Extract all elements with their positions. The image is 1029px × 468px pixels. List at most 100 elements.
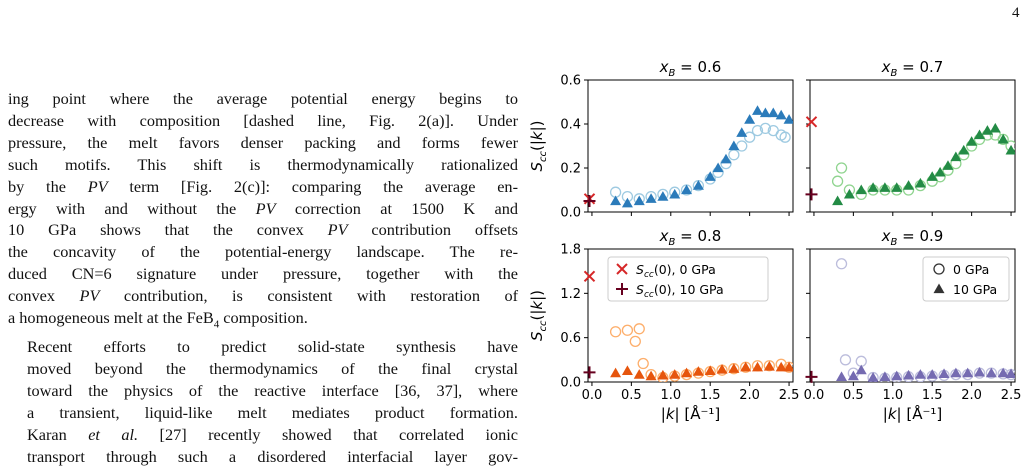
point-10gpa [621,197,633,208]
point-10gpa [657,369,669,380]
x-tick-label: 0.0 [804,388,825,403]
point-10gpa [633,195,645,206]
point-10gpa [997,367,1009,378]
x-tick-label: 2.5 [779,388,800,403]
y-axis-label: Scc(|k|) [528,290,549,341]
point-10gpa [610,195,622,206]
text-line: convex PV contribution, is consistent wi… [8,286,519,306]
point-0gpa [609,326,622,338]
legend-triangle-icon [933,283,945,294]
x-tick-label: 2.5 [1001,388,1022,403]
point-0gpa [637,357,649,370]
point-10gpa [855,184,867,195]
legend-box [607,256,769,302]
legend-entry: 10 GPa [953,282,997,297]
point-10gpa [1005,144,1015,155]
point-0gpa [621,324,634,336]
point-10gpa [645,193,657,203]
point-0gpa [743,131,756,143]
y-tick-label: 0.6 [560,74,581,89]
y-tick-label: 0.0 [560,206,581,221]
point-10gpa [728,363,740,373]
point-10gpa [752,105,764,115]
point-0gpa [633,323,645,335]
data-points [835,258,1015,382]
text-line: Recent efforts to predict solid-state sy… [27,337,518,357]
point-10gpa [681,367,693,378]
point-10gpa [783,361,793,372]
point-10gpa [669,369,681,379]
x-axis-label: |k| [Å⁻¹] [661,404,720,423]
point-10gpa [759,107,771,118]
point-10gpa [989,122,1001,133]
point-10gpa [767,107,779,118]
x-tick-label: 2.0 [961,388,982,403]
point-0gpa [835,258,848,270]
panel-0: xB = 0.6 0.0 0.2 0.4 0.6 Scc(|k|) [528,58,794,221]
point-10gpa [847,370,859,381]
axes-frame [809,79,1016,213]
legend-plus-icon [616,283,628,295]
point-10gpa [692,366,704,376]
x-tick-label: 1.5 [922,388,943,403]
point-0gpa [835,162,848,174]
x-tick-label: 0.0 [582,388,603,403]
point-10gpa [783,114,793,124]
scc0-0gpa-marker [583,270,596,283]
point-10gpa [736,127,748,137]
data-points [609,323,793,382]
point-10gpa [891,182,903,192]
text-line: decrease with composition [dashed line, … [8,110,518,130]
point-10gpa [645,370,657,381]
point-10gpa [926,171,938,181]
point-10gpa [914,177,926,188]
point-10gpa [981,125,993,135]
text-line: transport through such a disordered inte… [27,446,518,466]
point-10gpa [633,369,645,379]
axes-frame [587,248,794,383]
axes-frame [587,79,794,213]
legend-entry: 0 GPa [953,262,989,277]
legend-entry: Scc(0), 10 GPa [636,282,724,300]
y-tick-label: 0.6 [560,331,581,346]
point-10gpa [681,184,693,195]
point-10gpa [942,160,954,170]
paragraph-2: Recent efforts to predict solid-state sy… [8,336,518,467]
panel-2: xB = 0.8 0.0 0.5 1.0 1.5 2.0 2.5 0.0 0.6 1.2 1.8 Sc… [528,227,799,423]
point-10gpa [720,153,732,164]
point-0gpa [839,354,852,366]
text-line: by the PV term [Fig. 2(c)]: comparing th… [8,176,518,196]
text-line: Karan et al. [27] recently showed that c… [27,424,519,444]
point-10gpa [843,188,855,199]
point-10gpa [775,361,787,372]
body-text-column: ing point where the average potential en… [8,88,518,468]
point-10gpa [712,162,724,173]
text-line: duced CN=6 signature under pressure, tog… [8,264,518,284]
legend-pressure: 0 GPa 10 GPa [922,256,1010,302]
panel-3: xB = 0.9 0.0 0.5 1.0 1.5 2.0 2.5 |k| [Å⁻¹] [804,227,1022,423]
point-10gpa [669,188,681,199]
data-points [831,122,1015,206]
legend-cross-icon [616,263,628,275]
scc0-10gpa-marker [805,370,818,383]
text-line: a homogeneous melt at the FeB4 compositi… [8,308,308,331]
panel-title: xB = 0.9 [881,227,944,248]
point-10gpa [610,367,622,378]
point-10gpa [752,361,764,372]
point-10gpa [934,166,946,177]
panel-1: xB = 0.7 [805,58,1016,216]
y-tick-label: 1.2 [560,287,581,302]
y-axis-label: Scc(|k|) [528,120,549,171]
point-10gpa [974,129,986,140]
point-10gpa [704,171,716,181]
point-10gpa [716,363,728,374]
point-10gpa [832,195,844,206]
text-line: pressure, the melt favors denser packing… [8,132,518,152]
point-10gpa [657,191,669,201]
point-10gpa [985,367,997,378]
figure-scc-panels: xB = 0.6 0.0 0.2 0.4 0.6 Scc(|k|) xB = 0.7 xB =… [528,52,1028,464]
y-tick-label: 0.2 [560,162,581,177]
point-10gpa [891,370,903,381]
point-10gpa [962,367,974,378]
y-tick-label: 0.0 [560,376,581,391]
